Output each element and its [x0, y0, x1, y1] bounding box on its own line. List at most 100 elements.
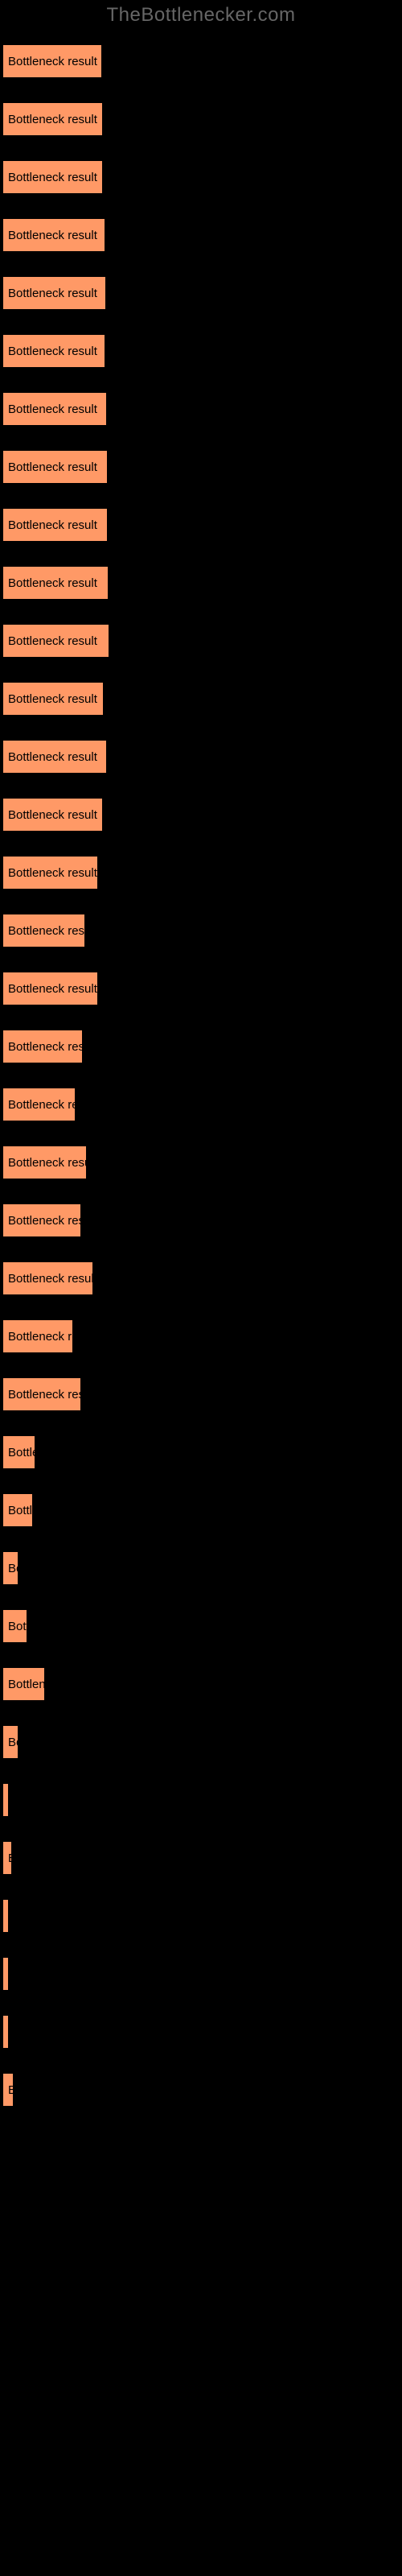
bar: Bottleneck result: [2, 1550, 19, 1586]
bar-row: Bottleneck result: [0, 90, 402, 148]
bar-row: Bottleneck result: [0, 264, 402, 322]
bar-label: Bottleneck result: [8, 1794, 10, 1807]
bar-label: Bottleneck result: [8, 576, 97, 590]
bar: Bottleneck result: [2, 1203, 82, 1238]
bar: [2, 1956, 10, 1992]
bar: Bottleneck result: [2, 1666, 46, 1702]
bar: Bottleneck result: [2, 1724, 19, 1760]
bar-label: Bottleneck result: [8, 1214, 82, 1228]
bar: Bottleneck result: [2, 159, 104, 195]
bar-row: Bottleneck result: [0, 1597, 402, 1655]
bar-label: Bottleneck result: [8, 1446, 36, 1459]
bar-label: Bottleneck result: [8, 1156, 88, 1170]
bar: Bottleneck result: [2, 971, 99, 1006]
bar-label: Bottleneck result: [8, 1098, 76, 1112]
bar-row: Bottleneck result: [0, 438, 402, 496]
bar-label: Bottleneck result: [8, 1736, 19, 1749]
bar-label: Bottleneck result: [8, 229, 97, 242]
watermark-text: TheBottlenecker.com: [107, 4, 296, 27]
bar-label: Bottleneck result: [8, 1040, 84, 1054]
bar-row: Bottleneck result: [0, 1365, 402, 1423]
bar-row: Bottleneck result: [0, 1481, 402, 1539]
bar-label: Bottleneck result: [8, 924, 86, 938]
bar: Bottleneck result: [2, 681, 105, 716]
bar-row: Bottleneck result: [0, 728, 402, 786]
bar: Bottleneck result: [2, 1492, 34, 1528]
bar-row: Bottleneck result: [0, 1075, 402, 1133]
bar-label: Bottleneck result: [8, 1388, 82, 1402]
bar: Bottleneck result: [2, 1435, 36, 1470]
bar-label: Bottleneck result: [8, 113, 97, 126]
bar-label: Bottleneck result: [8, 171, 97, 184]
bar-row: Bottleneck result: [0, 1133, 402, 1191]
bar: Bottleneck result: [2, 1782, 10, 1818]
bar: Bottleneck result: [2, 2072, 14, 2107]
bar-label: Bottleneck result: [8, 518, 97, 532]
bar-label: Bottleneck result: [8, 402, 97, 416]
bar-row: Bottleneck result: [0, 380, 402, 438]
bar-row: Bottleneck result: [0, 1018, 402, 1075]
bar: Bottleneck result: [2, 1840, 13, 1876]
bar-row: Bottleneck result: [0, 960, 402, 1018]
bar: Bottleneck result: [2, 1261, 94, 1296]
bar-row: Bottleneck result: [0, 1249, 402, 1307]
bar-label: Bottleneck result: [8, 1620, 28, 1633]
bar: Bottleneck result: [2, 507, 109, 543]
bar-label: Bottleneck result: [8, 982, 97, 996]
bar-label: Bottleneck result: [8, 287, 97, 300]
bar: Bottleneck result: [2, 1145, 88, 1180]
bar-label: Bottleneck result: [8, 1678, 46, 1691]
bar-row: Bottleneck result: [0, 844, 402, 902]
bar-row: Bottleneck result: [0, 1423, 402, 1481]
bar-label: Bottleneck result: [8, 2083, 14, 2097]
bar-label: Bottleneck result: [8, 1504, 34, 1517]
bar-row: Bottleneck result: [0, 496, 402, 554]
bar-label: Bottleneck result: [8, 1330, 74, 1344]
bar-row: Bottleneck result: [0, 2061, 402, 2119]
bar-row: Bottleneck result: [0, 206, 402, 264]
bar-label: Bottleneck result: [8, 750, 97, 764]
bar: Bottleneck result: [2, 565, 109, 601]
bar-row: Bottleneck result: [0, 1655, 402, 1713]
bar: Bottleneck result: [2, 391, 108, 427]
bar: Bottleneck result: [2, 623, 110, 658]
bar: Bottleneck result: [2, 333, 106, 369]
bar: Bottleneck result: [2, 449, 109, 485]
bar-row: Bottleneck result: [0, 32, 402, 90]
bar-label: Bottleneck result: [8, 460, 97, 474]
bar-label: Bottleneck result: [8, 808, 97, 822]
bar: Bottleneck result: [2, 797, 104, 832]
bar: Bottleneck result: [2, 1029, 84, 1064]
bar-row: Bottleneck result: [0, 1307, 402, 1365]
bar-row: Bottleneck result: [0, 1771, 402, 1829]
bar: Bottleneck result: [2, 1898, 10, 1934]
bar-label: Bottleneck result: [8, 1562, 19, 1575]
bar-label: Bottleneck result: [8, 634, 97, 648]
bar-label: Bottleneck result: [8, 1852, 13, 1865]
bar-label: Bottleneck result: [8, 1909, 10, 1923]
bar-row: Bottleneck result: [0, 554, 402, 612]
bar: Bottleneck result: [2, 913, 86, 948]
bar-row: Bottleneck result: [0, 322, 402, 380]
bar-row: Bottleneck result: [0, 1713, 402, 1771]
bar-row: [0, 1945, 402, 2003]
bar-row: [0, 2003, 402, 2061]
bar-row: Bottleneck result: [0, 670, 402, 728]
bar: Bottleneck result: [2, 1319, 74, 1354]
bar: [2, 2014, 10, 2050]
bar: Bottleneck result: [2, 1087, 76, 1122]
bar-label: Bottleneck result: [8, 55, 97, 68]
bar: Bottleneck result: [2, 855, 99, 890]
bar-label: Bottleneck result: [8, 1272, 94, 1286]
bar-row: Bottleneck result: [0, 148, 402, 206]
bar: Bottleneck result: [2, 739, 108, 774]
bar: Bottleneck result: [2, 217, 106, 253]
bar: Bottleneck result: [2, 275, 107, 311]
bar-row: Bottleneck result: [0, 1829, 402, 1887]
bar: Bottleneck result: [2, 101, 104, 137]
bar-row: Bottleneck result: [0, 1539, 402, 1597]
bar: Bottleneck result: [2, 1377, 82, 1412]
bar-row: Bottleneck result: [0, 1191, 402, 1249]
bar-row: Bottleneck result: [0, 902, 402, 960]
bar-label: Bottleneck result: [8, 345, 97, 358]
